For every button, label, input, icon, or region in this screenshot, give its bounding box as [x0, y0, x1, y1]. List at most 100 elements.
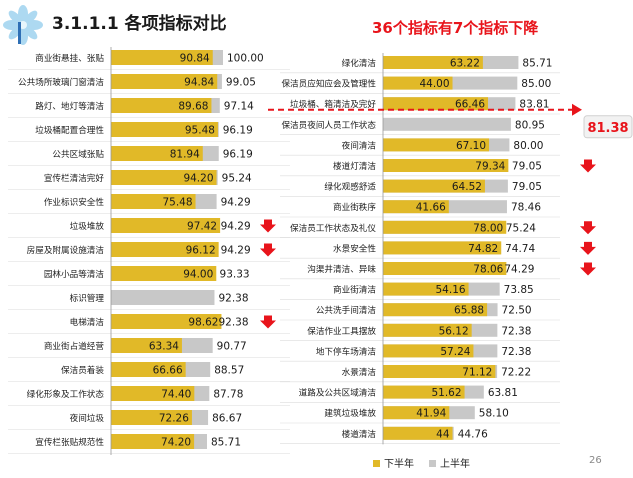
- data-label-first-half: 74.74: [505, 243, 535, 255]
- legend-label: 下半年: [384, 457, 414, 470]
- data-label-second-half: 56.12: [439, 325, 469, 337]
- data-label-first-half: 99.05: [226, 77, 256, 89]
- title-accent-bar: [18, 22, 21, 44]
- data-label-second-half: 97.42: [187, 221, 217, 233]
- category-label: 商业街悬挂、张贴: [35, 52, 104, 64]
- data-label-first-half: 97.14: [224, 101, 254, 113]
- category-label: 建筑垃圾堆放: [324, 407, 376, 419]
- bar-second-half: [111, 434, 195, 449]
- data-label-first-half: 100.00: [227, 53, 264, 65]
- category-label: 地下停车场清洁: [316, 345, 377, 357]
- category-label: 楼道清洁: [342, 428, 377, 440]
- data-label-second-half: 66.66: [153, 365, 183, 377]
- bar-first-half: [111, 290, 215, 305]
- legend: 下半年 上半年: [373, 457, 470, 470]
- category-label: 水景安全性: [333, 242, 376, 254]
- category-label: 沟渠井清洁、异味: [307, 263, 376, 275]
- bar-second-half: [111, 170, 217, 185]
- chart-panel-1: 商业街悬挂、张贴 90.84 100.00 公共场所玻璃门窗清洁 94.84 99.05 路…: [8, 47, 290, 455]
- bar-second-half: [383, 344, 474, 358]
- data-label-second-half: 41.94: [416, 408, 446, 420]
- data-label-second-half: 75.48: [162, 197, 192, 209]
- data-label-first-half: 80.00: [513, 140, 543, 152]
- data-label-first-half: 85.71: [211, 437, 241, 449]
- category-label: 公共区域张贴: [52, 148, 104, 160]
- data-label-first-half: 79.05: [512, 181, 542, 193]
- category-label: 保洁员夜间人员工作状态: [281, 119, 376, 131]
- decline-arrow-icon: [260, 243, 276, 257]
- data-label-first-half: 85.00: [521, 78, 551, 90]
- page-title: 3.1.1.1 各项指标对比: [52, 14, 227, 34]
- data-label-second-half: 81.94: [170, 149, 200, 161]
- category-label: 房屋及附属设施清洁: [27, 244, 105, 256]
- average-label: 81.38: [587, 121, 628, 136]
- data-label-first-half: 95.24: [222, 173, 252, 185]
- data-label-second-half: 98.62: [188, 317, 218, 329]
- data-label-first-half: 63.81: [488, 387, 518, 399]
- decline-arrow-icon: [580, 241, 596, 255]
- bar-second-half: [111, 266, 217, 281]
- category-label: 电梯清洁: [70, 316, 105, 328]
- data-label-second-half: 57.24: [440, 346, 470, 358]
- data-label-second-half: 95.48: [185, 125, 215, 137]
- data-label-first-half: 72.38: [501, 346, 531, 358]
- data-label-first-half: 79.05: [512, 161, 542, 173]
- bar-second-half: [383, 303, 488, 317]
- category-label: 保洁员工作状态及礼仪: [290, 222, 376, 234]
- category-label: 夜间垃圾: [70, 412, 105, 424]
- decline-arrow-icon: [260, 219, 276, 233]
- bar-second-half: [383, 76, 453, 90]
- bar-second-half: [111, 122, 218, 137]
- data-label-second-half: 74.82: [468, 243, 498, 255]
- bar-second-half: [383, 179, 485, 193]
- data-label-first-half: 88.57: [214, 365, 244, 377]
- bar-second-half: [383, 406, 450, 420]
- data-label-first-half: 58.10: [479, 408, 509, 420]
- data-label-second-half: 44: [436, 428, 450, 440]
- data-label-second-half: 54.16: [436, 284, 466, 296]
- data-label-second-half: 94.00: [183, 269, 213, 281]
- category-label: 商业街秩序: [333, 201, 376, 213]
- chart-panel-2: 绿化清洁 63.22 85.71 保洁员应知应会及管理性 44.00 85.00 垃圾桶、箱…: [268, 53, 633, 445]
- data-label-first-half: 93.33: [220, 269, 250, 281]
- data-label-first-half: 80.95: [515, 119, 545, 131]
- data-label-second-half: 94.84: [184, 77, 214, 89]
- category-label: 路灯、地灯等清洁: [35, 100, 104, 112]
- data-label-second-half: 63.22: [450, 58, 480, 70]
- data-label-second-half: 96.12: [186, 245, 216, 257]
- average-label-box: [583, 115, 633, 139]
- data-label-second-half: 71.12: [462, 367, 492, 379]
- category-label: 道路及公共区域清洁: [299, 387, 377, 399]
- data-label-second-half: 74.20: [161, 437, 191, 449]
- bar-second-half: [383, 241, 502, 255]
- decline-arrow-icon: [580, 262, 596, 276]
- bar-second-half: [111, 386, 195, 401]
- legend-swatch: [429, 460, 436, 467]
- bar-second-half: [383, 56, 483, 69]
- data-label-first-half: 78.46: [511, 202, 541, 214]
- category-label: 商业街占道经营: [44, 340, 105, 352]
- decline-arrow-icon: [580, 159, 596, 173]
- data-label-first-half: 87.78: [213, 389, 243, 401]
- data-label-second-half: 74.40: [161, 389, 191, 401]
- data-label-first-half: 90.77: [217, 341, 247, 353]
- data-label-first-half: 96.19: [223, 125, 253, 137]
- bar-second-half: [111, 74, 218, 89]
- bar-second-half: [111, 146, 203, 161]
- bar-second-half: [383, 365, 496, 378]
- bar-first-half: [383, 117, 511, 131]
- bar-second-half: [383, 385, 465, 399]
- category-label: 绿化清洁: [342, 57, 377, 69]
- bar-second-half: [383, 426, 453, 440]
- data-label-second-half: 78.00: [473, 222, 503, 234]
- category-label: 保洁员着装: [61, 364, 104, 376]
- bar-second-half: [111, 314, 222, 329]
- category-label: 绿化形象及工作状态: [27, 388, 105, 400]
- data-label-first-half: 94.29: [221, 221, 251, 233]
- data-label-first-half: 96.19: [223, 149, 253, 161]
- bar-second-half: [111, 362, 186, 377]
- data-label-second-half: 90.84: [180, 53, 210, 65]
- category-label: 保洁作业工具摆放: [307, 325, 376, 337]
- bar-second-half: [111, 218, 221, 233]
